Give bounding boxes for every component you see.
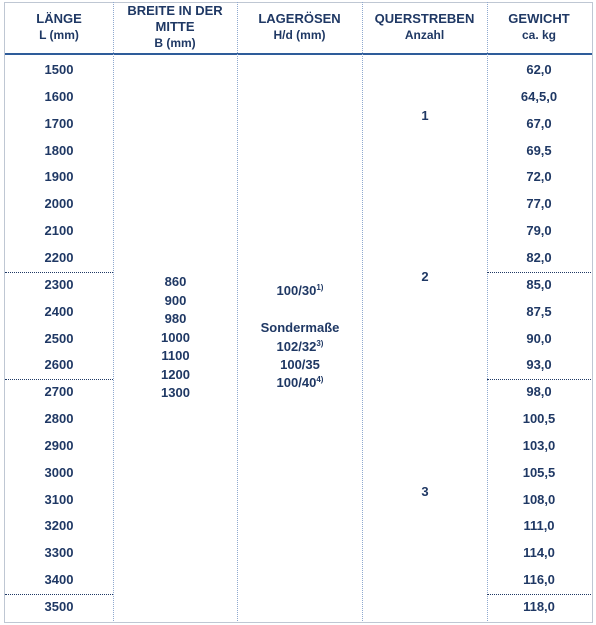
weight: 85,0 — [526, 276, 552, 292]
header-cell: GEWICHT ca. kg — [487, 0, 591, 54]
lagerosen-special: 102/323) — [238, 340, 362, 354]
header-title: BREITE IN DER MITTE — [127, 3, 223, 34]
column-divider — [113, 2, 114, 621]
column-divider — [487, 2, 488, 621]
row-separator — [5, 271, 113, 273]
querstreben: 3 — [421, 483, 429, 499]
weight: 67,0 — [526, 115, 552, 131]
weight: 116,0 — [523, 572, 555, 588]
length: 2000 — [44, 196, 74, 212]
weight: 111,0 — [523, 518, 555, 534]
weight: 108,0 — [522, 491, 556, 507]
header-cell: LAGERÖSEN H/d (mm) — [237, 0, 362, 54]
header-unit: B (mm) — [154, 36, 196, 50]
width: 1200 — [161, 366, 190, 382]
weight: 62,0 — [526, 62, 552, 77]
special-title: Sondermaße — [260, 320, 340, 335]
length: 2600 — [44, 357, 74, 373]
header-title: QUERSTREBEN — [374, 11, 475, 26]
length: 2500 — [44, 330, 74, 346]
row-separator — [487, 594, 591, 595]
width: 1300 — [161, 385, 190, 400]
header-unit: ca. kg — [521, 28, 557, 42]
querstreben: 1 — [421, 107, 429, 123]
length: 2900 — [44, 437, 74, 453]
length: 1500 — [44, 62, 74, 77]
weight: 87,5 — [526, 303, 552, 319]
lagerosen-standard: 100/301) — [238, 284, 362, 298]
weight: 72,0 — [526, 169, 552, 185]
header-cell: QUERSTREBEN Anzahl — [362, 0, 487, 54]
lagerosen-special: 100/404) — [238, 376, 362, 390]
lagerosen-value: 102/32 — [276, 339, 317, 354]
length: 1800 — [44, 142, 74, 158]
weight: 93,0 — [526, 357, 552, 373]
row-separator — [5, 594, 113, 595]
length: 1700 — [44, 115, 74, 131]
header-unit: Anzahl — [404, 28, 445, 42]
length: 3300 — [44, 545, 74, 561]
width: 980 — [164, 311, 187, 326]
width: 1000 — [161, 329, 190, 345]
length: 2800 — [44, 411, 74, 427]
length: 1900 — [44, 169, 74, 185]
footnote: 1) — [316, 283, 324, 292]
row-separator — [5, 379, 113, 381]
length: 3500 — [44, 599, 74, 614]
weight: 114,0 — [523, 545, 555, 561]
length: 3200 — [44, 518, 74, 534]
header-unit: H/d (mm) — [273, 28, 326, 42]
width: 900 — [164, 292, 187, 308]
length: 1600 — [44, 88, 74, 104]
header-title: GEWICHT — [508, 11, 570, 26]
row-separator — [487, 271, 591, 273]
header-cell: BREITE IN DER MITTE B (mm) — [113, 0, 237, 54]
weight: 118,0 — [523, 599, 555, 614]
weight: 77,0 — [526, 196, 552, 212]
weight: 103,0 — [522, 437, 556, 453]
length: 2400 — [44, 303, 74, 319]
length: 2300 — [44, 276, 74, 292]
header-unit: L (mm) — [39, 28, 79, 42]
length: 2200 — [44, 249, 74, 265]
weight: 105,5 — [522, 464, 556, 480]
weight: 82,0 — [526, 249, 552, 265]
lagerosen-special: 100/35 — [238, 358, 362, 372]
column-divider — [362, 2, 363, 621]
weight: 98,0 — [526, 384, 552, 400]
weight: 79,0 — [526, 223, 552, 239]
row-separator — [487, 379, 591, 381]
weight: 64,5,0 — [520, 88, 558, 104]
width: 1100 — [161, 348, 190, 363]
lagerosen-value: 100/40 — [276, 375, 317, 390]
weight: 90,0 — [526, 330, 552, 346]
column-divider — [237, 2, 238, 621]
header-title: LÄNGE — [36, 11, 82, 26]
table-border — [4, 2, 593, 623]
footnote: 3) — [316, 339, 324, 348]
lagerosen-value: 100/35 — [280, 357, 320, 372]
header-title: LAGERÖSEN — [258, 11, 341, 26]
querstreben: 2 — [421, 268, 429, 284]
length: 3100 — [44, 491, 74, 507]
header-cell: LÄNGE L (mm) — [5, 0, 113, 54]
length: 3000 — [44, 464, 74, 480]
weight: 100,5 — [522, 411, 556, 427]
length: 2100 — [44, 223, 74, 239]
footnote: 4) — [316, 375, 324, 384]
header-rule — [5, 53, 592, 55]
length: 2700 — [44, 384, 74, 400]
weight: 69,5 — [526, 142, 552, 158]
width: 860 — [164, 274, 187, 289]
length: 3400 — [44, 572, 74, 588]
lagerosen-value: 100/30 — [276, 283, 317, 298]
